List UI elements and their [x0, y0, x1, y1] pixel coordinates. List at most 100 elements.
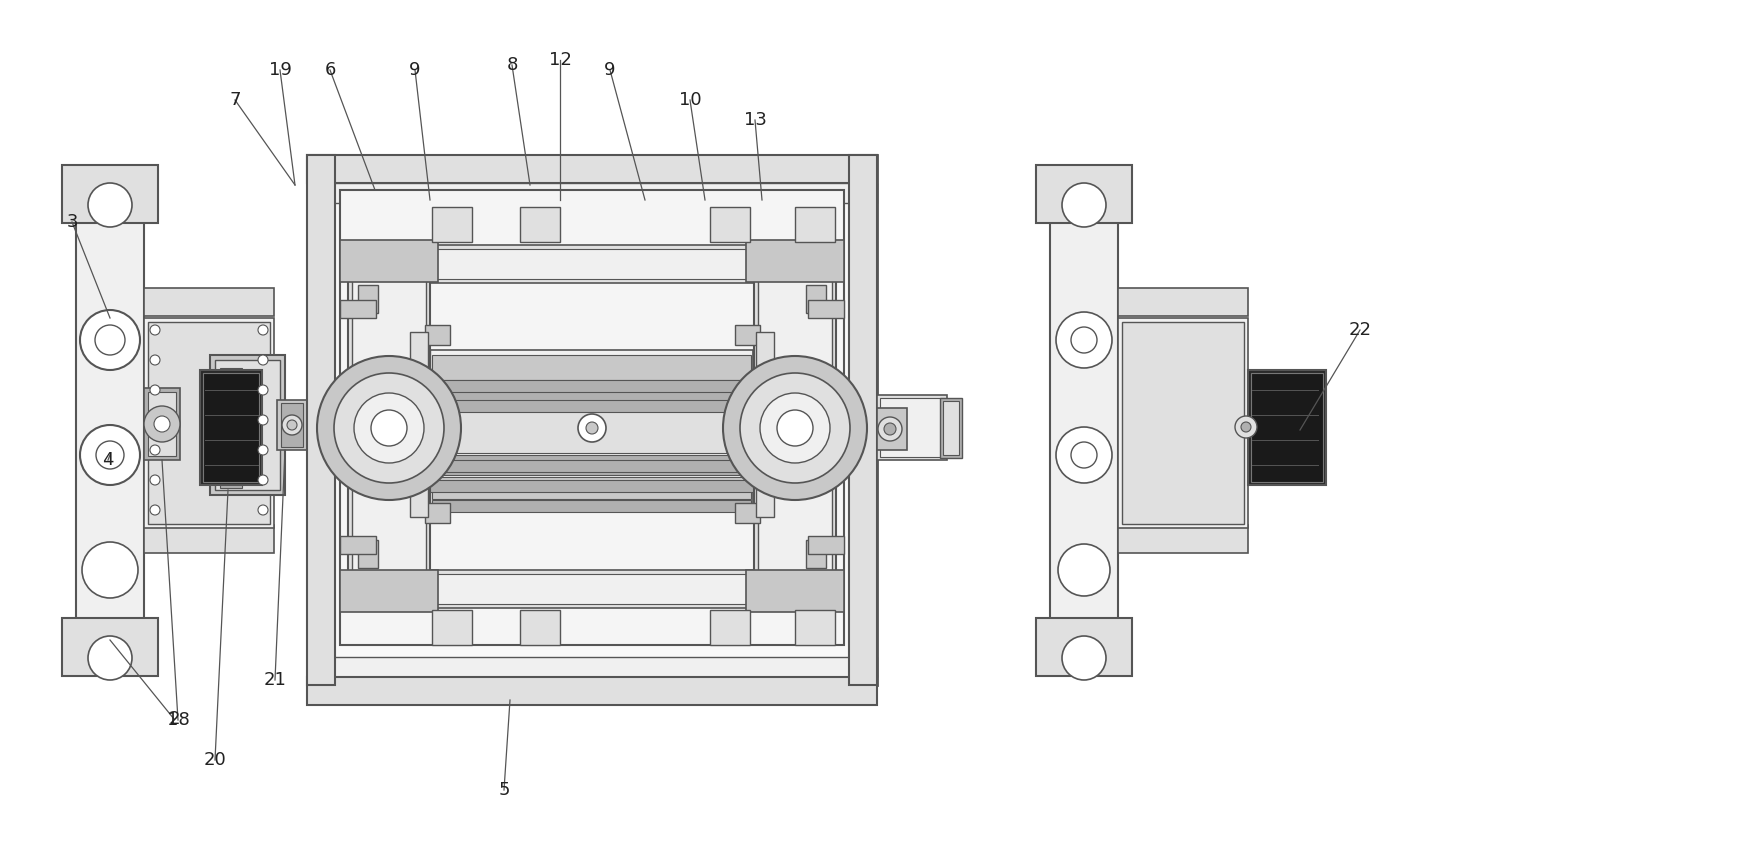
Bar — [433, 477, 752, 499]
Bar — [280, 403, 303, 447]
Circle shape — [1235, 416, 1256, 438]
Circle shape — [81, 310, 140, 370]
Bar — [1035, 165, 1132, 223]
Bar — [1118, 318, 1247, 528]
Bar — [203, 373, 259, 482]
Bar — [433, 405, 752, 453]
Bar — [307, 183, 878, 203]
Bar — [144, 288, 273, 316]
Bar — [340, 240, 438, 282]
Bar — [520, 207, 561, 242]
Bar — [307, 677, 878, 705]
Bar — [144, 525, 273, 553]
Circle shape — [82, 542, 138, 598]
Bar — [806, 285, 825, 313]
Bar — [808, 300, 844, 318]
Bar — [350, 245, 834, 283]
Circle shape — [151, 475, 159, 485]
Circle shape — [258, 415, 268, 425]
Bar — [710, 610, 750, 645]
Circle shape — [151, 415, 159, 425]
Bar — [307, 155, 335, 685]
Circle shape — [354, 393, 424, 463]
Bar — [354, 249, 830, 279]
Bar — [147, 392, 175, 456]
Bar — [808, 536, 844, 554]
Bar — [878, 408, 908, 450]
Bar — [350, 570, 834, 608]
Circle shape — [1240, 422, 1251, 432]
Circle shape — [151, 445, 159, 455]
Bar — [1035, 618, 1132, 676]
Bar — [753, 248, 836, 608]
Bar — [433, 382, 752, 402]
Bar — [221, 368, 242, 400]
Text: 4: 4 — [102, 451, 114, 469]
Bar — [357, 540, 378, 568]
Text: 2: 2 — [168, 710, 180, 728]
Bar — [880, 398, 944, 457]
Bar — [759, 252, 832, 604]
Bar — [340, 190, 844, 645]
Circle shape — [258, 355, 268, 365]
Bar — [429, 460, 753, 472]
Text: 10: 10 — [678, 91, 701, 109]
Bar — [340, 300, 377, 318]
Bar — [210, 355, 286, 495]
Bar — [433, 355, 752, 380]
Circle shape — [88, 183, 131, 227]
Circle shape — [1062, 636, 1106, 680]
Bar — [310, 158, 874, 682]
Circle shape — [95, 325, 124, 355]
Circle shape — [282, 415, 301, 435]
Circle shape — [151, 325, 159, 335]
Bar — [340, 570, 438, 612]
Circle shape — [760, 393, 830, 463]
Bar — [746, 570, 844, 612]
Bar — [850, 155, 878, 685]
Bar — [200, 370, 263, 485]
Bar — [307, 657, 878, 677]
Bar — [710, 207, 750, 242]
Bar — [221, 412, 242, 444]
Bar — [354, 574, 830, 604]
Circle shape — [258, 325, 268, 335]
Bar — [943, 401, 958, 455]
Bar — [352, 252, 426, 604]
Bar — [429, 480, 753, 492]
Text: 6: 6 — [324, 61, 336, 79]
Bar — [806, 540, 825, 568]
Bar — [221, 456, 242, 488]
Bar — [795, 207, 836, 242]
Circle shape — [151, 385, 159, 395]
Bar — [1251, 373, 1323, 482]
Bar — [757, 332, 774, 517]
Circle shape — [1056, 312, 1113, 368]
Text: 9: 9 — [604, 61, 615, 79]
Circle shape — [739, 373, 850, 483]
Circle shape — [878, 417, 902, 441]
Bar — [61, 618, 158, 676]
Bar — [1118, 288, 1247, 316]
Bar — [144, 388, 180, 460]
Text: 9: 9 — [410, 61, 420, 79]
Bar — [795, 610, 836, 645]
Bar — [144, 318, 273, 528]
Bar — [878, 395, 948, 460]
Bar — [340, 536, 377, 554]
Circle shape — [258, 475, 268, 485]
Bar — [736, 503, 760, 523]
Bar — [357, 285, 378, 313]
Bar — [75, 195, 144, 655]
Bar — [433, 500, 752, 512]
Circle shape — [1070, 327, 1097, 353]
Circle shape — [258, 505, 268, 515]
Bar — [426, 325, 450, 345]
Bar — [307, 155, 878, 685]
Bar — [429, 400, 753, 412]
Bar — [426, 503, 450, 523]
Bar — [429, 380, 753, 392]
Bar — [349, 248, 429, 608]
Circle shape — [151, 505, 159, 515]
Circle shape — [287, 420, 298, 430]
